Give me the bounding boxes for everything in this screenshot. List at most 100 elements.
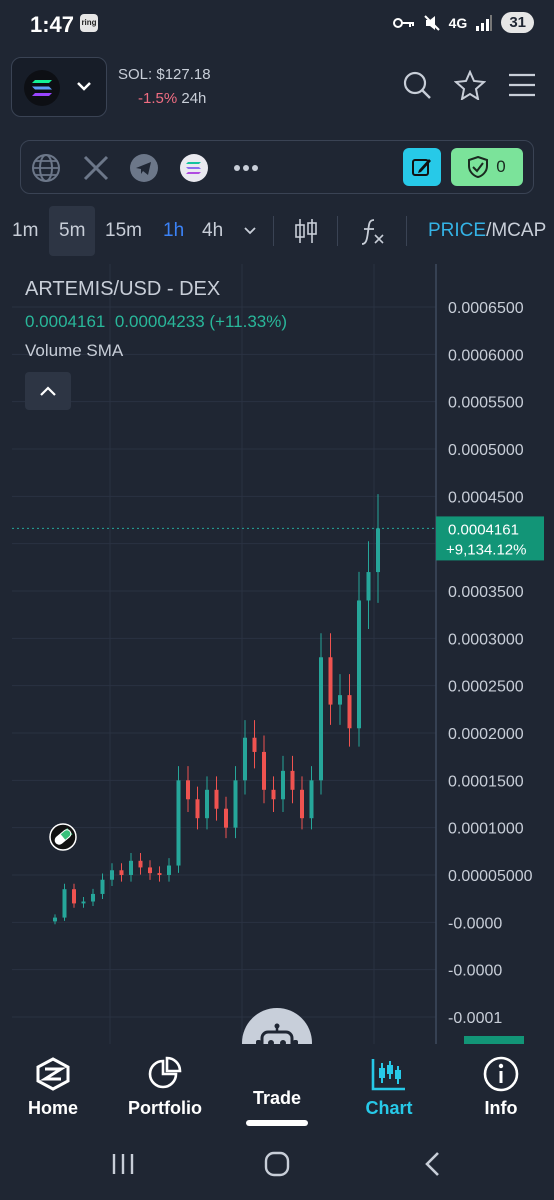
- collapse-legend-button[interactable]: [25, 372, 71, 410]
- nav-home[interactable]: Home: [3, 1054, 103, 1119]
- nav-trade-label: Trade: [252, 1088, 302, 1108]
- y-tick-label: 0.0003500: [448, 584, 524, 601]
- more-icon[interactable]: [231, 153, 261, 183]
- candle-body: [138, 860, 143, 868]
- price-chart[interactable]: 0.0006500 0.0006000 0.0005500 0.0005000 0.00…: [0, 264, 554, 1044]
- candle-body: [309, 780, 314, 819]
- divider: [337, 216, 338, 246]
- timeframe-4h[interactable]: 4h: [202, 220, 224, 241]
- toggle-separator: /: [486, 220, 492, 241]
- sol-price: SOL: $127.18: [118, 66, 211, 83]
- chevron-down-icon: [77, 82, 91, 91]
- status-time: 1:47: [30, 12, 75, 37]
- social-links-bar: 0: [20, 140, 534, 194]
- search-icon[interactable]: [402, 70, 432, 100]
- chevron-up-icon: [40, 386, 56, 396]
- timeframe-1h[interactable]: 1h: [163, 220, 185, 241]
- candle-body: [252, 737, 257, 752]
- pie-chart-icon: [148, 1056, 182, 1089]
- audit-shield-button[interactable]: 0: [451, 148, 523, 186]
- trade-active-indicator: [246, 1120, 308, 1126]
- candle-body: [205, 789, 209, 819]
- candle-body: [271, 789, 276, 800]
- star-icon[interactable]: [454, 70, 486, 100]
- candle-body: [328, 657, 333, 705]
- candle-body: [243, 737, 247, 781]
- timeframe-5m[interactable]: 5m: [49, 206, 96, 256]
- candle-body: [214, 789, 219, 809]
- globe-icon[interactable]: [31, 153, 61, 183]
- candle-body: [186, 780, 190, 800]
- nav-portfolio-label: Portfolio: [128, 1098, 202, 1118]
- y-tick-label: 0.0002000: [448, 726, 524, 743]
- y-tick-label: 0.0001000: [448, 821, 524, 838]
- nav-info-label: Info: [484, 1098, 518, 1118]
- candle-body: [338, 695, 342, 705]
- shield-count: 0: [496, 157, 506, 176]
- candle-body: [281, 770, 285, 800]
- telegram-icon[interactable]: [129, 153, 159, 183]
- nav-chart[interactable]: Chart: [339, 1054, 439, 1119]
- ohlc-pct: (+11.33%): [209, 312, 288, 331]
- nav-info[interactable]: Info: [451, 1054, 551, 1119]
- sol-change-period: 24h: [181, 90, 207, 107]
- candle-body: [129, 860, 133, 875]
- pill-icon[interactable]: [49, 823, 77, 851]
- bottom-navigation: Home Portfolio Trade Chart Info: [0, 1044, 554, 1132]
- candle-body: [290, 770, 295, 790]
- chart-canvas[interactable]: 0.0006500 0.0006000 0.0005500 0.0005000 0.00…: [0, 264, 554, 1044]
- candle-body: [376, 528, 380, 573]
- token-selector[interactable]: [11, 57, 107, 117]
- home-system-icon[interactable]: [264, 1151, 290, 1177]
- y-tick-label: 0.0005000: [448, 442, 524, 459]
- candle-body: [357, 600, 361, 729]
- candle-body: [195, 799, 200, 819]
- candle-body: [91, 893, 95, 902]
- candle-body: [262, 751, 266, 790]
- header-actions: [402, 70, 536, 100]
- indicators-fx-icon[interactable]: [360, 218, 386, 246]
- nav-portfolio[interactable]: Portfolio: [115, 1054, 215, 1119]
- candle-body: [72, 889, 76, 904]
- solana-link-icon[interactable]: [179, 153, 209, 183]
- price-toggle-label: PRICE: [428, 220, 487, 241]
- candle-body: [366, 572, 371, 601]
- y-tick-label: 0.0003000: [448, 631, 524, 648]
- candle-body: [81, 901, 86, 904]
- candle-body: [347, 695, 352, 729]
- candle-body: [167, 865, 171, 875]
- nav-trade[interactable]: Trade: [227, 1088, 327, 1109]
- candle-body: [100, 879, 105, 894]
- sol-change-pct: -1.5%: [138, 90, 178, 107]
- y-tick-label: 0.0005500: [448, 395, 524, 412]
- menu-icon[interactable]: [508, 70, 536, 100]
- candle-body: [233, 780, 238, 828]
- candle-body: [148, 867, 152, 874]
- price-mcap-toggle[interactable]: PRICE/MCAP: [428, 206, 546, 256]
- recent-apps-icon[interactable]: [110, 1152, 136, 1176]
- candlestick-type-icon[interactable]: [294, 217, 318, 245]
- y-tick-label: -0.0000: [448, 963, 502, 980]
- nav-chart-label: Chart: [365, 1098, 413, 1118]
- timeframe-bar: 1m 5m 15m 1h 4h PRICE/MCAP: [0, 206, 554, 256]
- candle-body: [119, 870, 124, 875]
- shield-check-icon: [468, 156, 489, 178]
- ohlc-price: 0.0004161: [25, 312, 106, 331]
- timeframe-1m[interactable]: 1m: [12, 220, 39, 241]
- timeframe-dropdown-icon[interactable]: [242, 224, 258, 238]
- y-tick-label: -0.0001: [448, 1010, 502, 1027]
- chart-ohlc: 0.0004161 0.00004233 (+11.33%): [25, 312, 287, 332]
- edit-button[interactable]: [403, 148, 441, 186]
- nav-home-label: Home: [27, 1098, 78, 1118]
- network-label: 4G: [448, 14, 468, 31]
- mute-icon: [423, 14, 440, 31]
- y-tick-label: 0.00005000: [448, 868, 533, 885]
- y-tick-label: 0.0006000: [448, 347, 524, 364]
- sol-change: -1.5% 24h: [138, 90, 206, 107]
- back-icon[interactable]: [422, 1150, 444, 1178]
- edit-icon: [412, 159, 431, 176]
- battery-indicator: 31: [501, 12, 534, 33]
- status-indicators: 4G 31: [392, 12, 534, 33]
- timeframe-15m[interactable]: 15m: [105, 220, 142, 241]
- x-twitter-icon[interactable]: [81, 153, 111, 183]
